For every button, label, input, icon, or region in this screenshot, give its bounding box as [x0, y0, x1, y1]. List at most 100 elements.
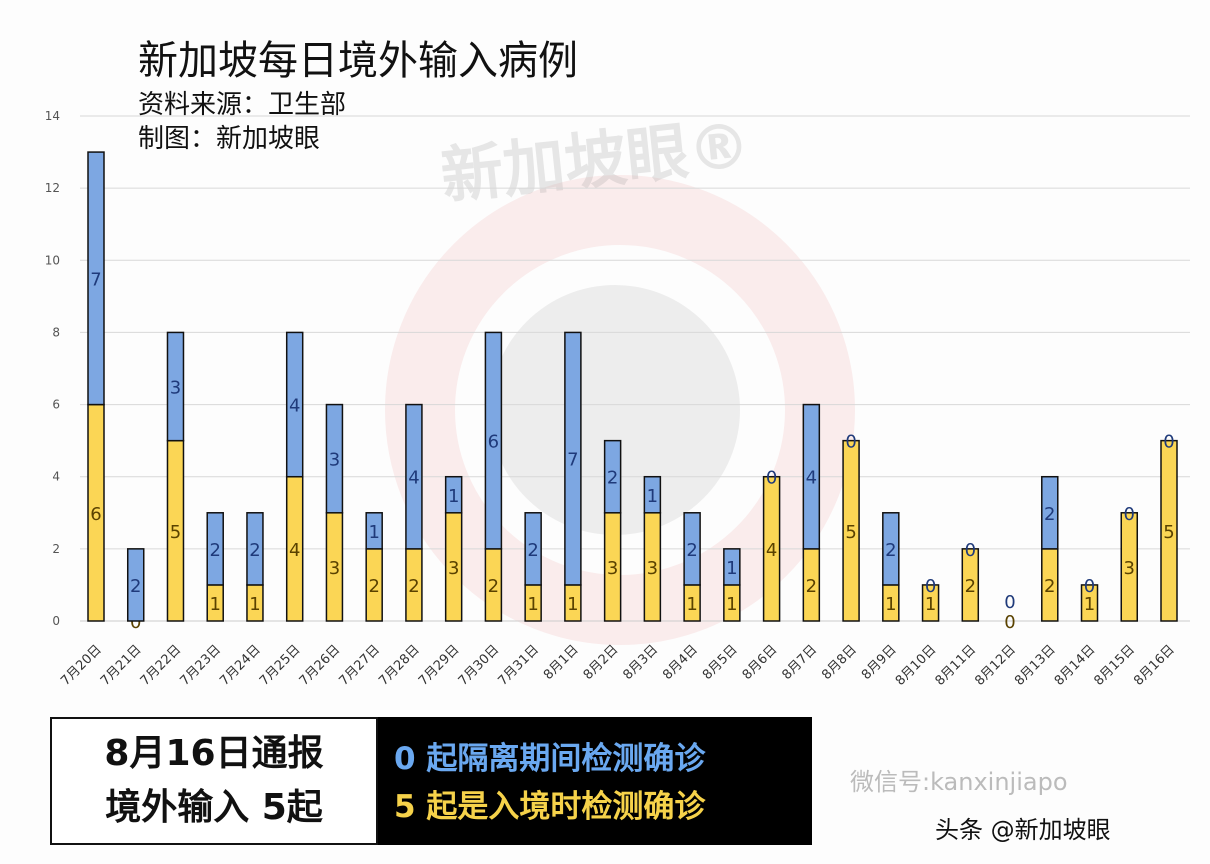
- bar-segment: [484, 331, 503, 550]
- x-tick-label: 8月2日: [581, 642, 622, 683]
- x-tick-label: 8月11日: [933, 642, 980, 689]
- data-label: 0: [965, 540, 976, 561]
- data-label: 2: [1044, 504, 1055, 525]
- x-tick-label: 7月25日: [257, 642, 304, 689]
- data-label: 4: [289, 396, 300, 417]
- x-tick-label: 8月4日: [660, 642, 701, 683]
- data-label: 0: [1124, 504, 1135, 525]
- legend-blue-count: 0: [394, 741, 416, 777]
- bar-segment: [921, 584, 940, 622]
- bar-segment: [524, 512, 542, 586]
- x-tick-label: 8月6日: [740, 642, 781, 683]
- bar-segment: [166, 331, 185, 442]
- x-tick-label: 8月10日: [893, 642, 940, 689]
- data-label: 2: [368, 576, 379, 597]
- chart-title: 新加坡每日境外输入病例: [138, 38, 578, 84]
- x-tick-label: 8月12日: [972, 642, 1019, 689]
- x-tick-label: 8月8日: [819, 642, 860, 683]
- data-label: 0: [1004, 612, 1015, 633]
- x-tick-label: 7月28日: [376, 642, 423, 689]
- x-tick-label: 7月30日: [456, 642, 503, 689]
- summary-line2: 境外输入 5起: [105, 787, 323, 828]
- data-label: 2: [806, 576, 817, 597]
- data-label: 6: [90, 504, 101, 525]
- x-tick-label: 7月26日: [297, 642, 344, 689]
- data-label: 1: [1084, 594, 1095, 615]
- data-label: 1: [249, 594, 260, 615]
- legend-blue-text: 起隔离期间检测确诊: [415, 741, 706, 777]
- y-tick-label: 2: [52, 542, 60, 556]
- y-tick-label: 4: [52, 470, 60, 484]
- bar-segment: [87, 151, 105, 406]
- bar-segment: [842, 439, 860, 622]
- data-label: 1: [647, 486, 658, 507]
- data-label: 0: [130, 612, 141, 633]
- data-label: 1: [567, 594, 578, 615]
- x-tick-label: 8月5日: [700, 642, 741, 683]
- x-tick-label: 8月15日: [1092, 642, 1139, 689]
- bar-segment: [126, 548, 145, 622]
- bar-segment: [444, 475, 463, 514]
- y-tick-label: 8: [52, 325, 60, 339]
- summary-line1: 8月16日通报: [104, 733, 324, 774]
- summary-box: 8月16日通报 境外输入 5起: [50, 717, 378, 845]
- data-label: 2: [527, 540, 538, 561]
- x-tick-label: 7月27日: [336, 642, 383, 689]
- legend-yellow-text: 起是入境时检测确诊: [415, 789, 706, 825]
- x-tick-label: 8月16日: [1131, 642, 1178, 689]
- x-tick-label: 7月21日: [98, 642, 145, 689]
- data-label: 0: [1004, 592, 1015, 613]
- x-tick-label: 8月7日: [779, 642, 820, 683]
- data-label: 3: [170, 378, 181, 399]
- data-label: 1: [368, 522, 379, 543]
- data-label: 4: [408, 468, 419, 489]
- data-label: 0: [845, 432, 856, 453]
- legend-yellow: 5 起是入境时检测确诊: [394, 783, 812, 831]
- data-label: 2: [1044, 576, 1055, 597]
- bar-segment: [603, 439, 622, 514]
- data-label: 1: [686, 594, 697, 615]
- data-label: 2: [408, 576, 419, 597]
- data-label: 3: [647, 558, 658, 579]
- data-label: 5: [845, 522, 856, 543]
- bar-segment: [1160, 439, 1178, 622]
- data-label: 2: [209, 540, 220, 561]
- data-label: 2: [885, 540, 896, 561]
- data-label: 3: [607, 558, 618, 579]
- x-tick-label: 8月14日: [1052, 642, 1099, 689]
- x-tick-label: 8月13日: [1012, 642, 1059, 689]
- data-label: 2: [607, 468, 618, 489]
- data-label: 1: [925, 594, 936, 615]
- data-label: 1: [726, 594, 737, 615]
- legend-box: 0 起隔离期间检测确诊 5 起是入境时检测确诊: [378, 717, 812, 845]
- bar-segment: [683, 512, 701, 586]
- x-tick-label: 7月24日: [217, 642, 264, 689]
- x-tick-label: 7月29日: [416, 642, 463, 689]
- data-label: 5: [170, 522, 181, 543]
- y-tick-label: 0: [52, 614, 60, 628]
- x-tick-label: 8月1日: [541, 642, 582, 683]
- data-label: 3: [1124, 558, 1135, 579]
- data-label: 3: [329, 558, 340, 579]
- data-label: 2: [686, 540, 697, 561]
- bar-segment: [365, 512, 383, 550]
- x-tick-label: 8月3日: [621, 642, 662, 683]
- wechat-credit: 微信号:kanxinjiapo: [850, 768, 1068, 796]
- data-label: 1: [209, 594, 220, 615]
- data-label: 2: [488, 576, 499, 597]
- x-tick-label: 7月22日: [138, 642, 185, 689]
- y-tick-label: 12: [45, 181, 60, 195]
- y-tick-label: 10: [45, 253, 60, 267]
- data-label: 1: [726, 558, 737, 579]
- data-label: 3: [448, 558, 459, 579]
- bar-segment: [1080, 584, 1099, 622]
- x-tick-label: 7月31日: [495, 642, 542, 689]
- bar-segment: [246, 512, 264, 586]
- bar-segment: [405, 403, 423, 550]
- legend-yellow-count: 5: [394, 789, 416, 825]
- data-label: 1: [527, 594, 538, 615]
- bar-chart: 02468101214677月20日027月21日537月22日127月23日1…: [45, 109, 1190, 689]
- data-label: 0: [925, 576, 936, 597]
- data-label: 7: [90, 269, 101, 290]
- source-line: 资料来源：卫生部: [138, 90, 347, 120]
